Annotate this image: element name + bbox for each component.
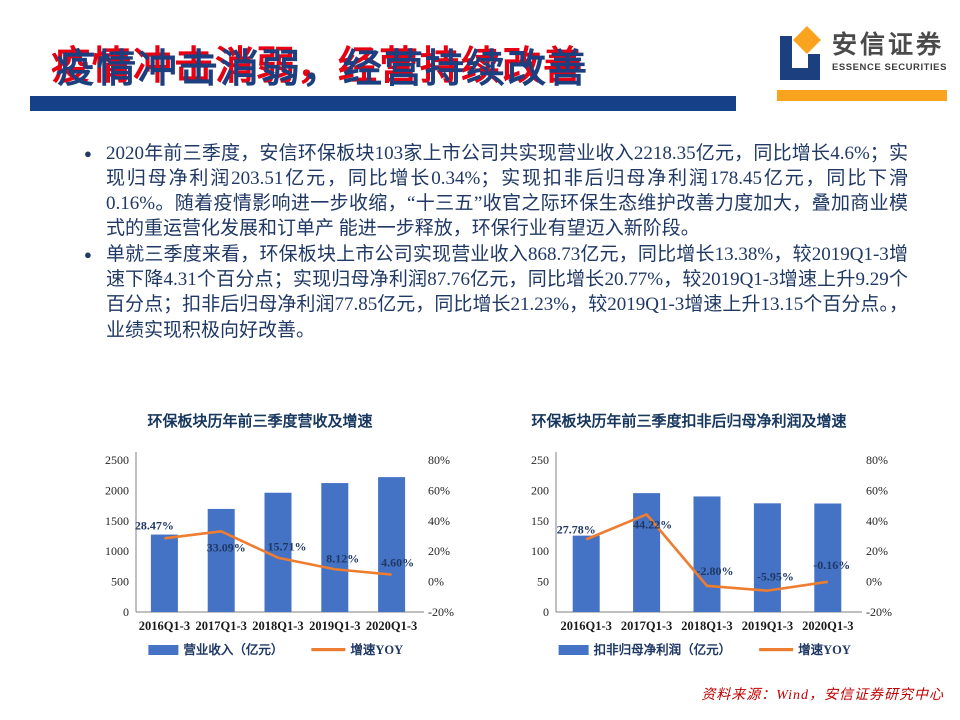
right-axis-tick: 40% — [866, 514, 888, 528]
bar-2017Q1-3 — [207, 508, 235, 612]
bullet-dot-icon: ● — [84, 247, 92, 263]
data-label: -2.80% — [697, 564, 734, 578]
growth-line — [585, 513, 828, 592]
left-axis-tick: 1500 — [105, 514, 129, 528]
data-label: 15.71% — [268, 540, 307, 554]
data-label: 33.09% — [207, 540, 246, 554]
right-axis-tick: 60% — [428, 483, 450, 497]
legend-line-label: 增速YOY — [350, 642, 403, 657]
category-label: 2020Q1-3 — [802, 619, 853, 633]
profit-chart-svg: 环保板块历年前三季度扣非后归母净利润及增速 0 50 100 150 200 250 -20%… — [531, 412, 892, 657]
legend-line-swatch — [759, 648, 794, 652]
left-axis-tick: 150 — [531, 514, 549, 528]
left-axis-tick: 50 — [537, 575, 549, 589]
revenue-chart: 环保板块历年前三季度营收及增速 0 500 1000 1500 2000 2500 -20% 0… — [72, 400, 472, 668]
left-axis-tick: 250 — [531, 453, 549, 467]
data-label: -0.16% — [813, 558, 850, 572]
left-axis-tick: 2000 — [105, 483, 129, 497]
category-label: 2019Q1-3 — [309, 619, 360, 633]
essence-securities-logo-icon — [780, 26, 821, 80]
category-label: 2017Q1-3 — [196, 619, 247, 633]
category-label: 2020Q1-3 — [366, 619, 417, 633]
bar-2018Q1-3 — [693, 496, 721, 612]
logo: 安信证券 ESSENCE SECURITIES — [774, 24, 947, 82]
right-axis-tick: -20% — [428, 605, 454, 619]
logo-text: 安信证券 ESSENCE SECURITIES — [832, 33, 947, 73]
legend-bar-label: 营业收入（亿元） — [183, 642, 283, 657]
category-label: 2017Q1-3 — [621, 619, 672, 633]
logo-underline-bar — [777, 90, 947, 101]
legend-line-label: 增速YOY — [798, 642, 851, 657]
right-axis-tick: 40% — [428, 514, 450, 528]
left-axis-tick: 500 — [111, 575, 129, 589]
right-axis-tick: 0% — [866, 575, 882, 589]
category-label: 2019Q1-3 — [742, 619, 793, 633]
data-label: 27.78% — [557, 522, 596, 536]
bullet-dot-icon: ● — [84, 146, 92, 161]
category-label: 2016Q1-3 — [561, 619, 612, 633]
data-label: 28.47% — [135, 518, 174, 532]
data-label: 4.60% — [381, 556, 414, 570]
bar-2016Q1-3 — [572, 535, 600, 612]
data-label: -5.95% — [757, 570, 794, 584]
chart-title: 环保板块历年前三季度营收及增速 — [147, 412, 372, 430]
right-axis-tick: 20% — [866, 544, 888, 558]
left-axis-tick: 2500 — [105, 453, 129, 467]
legend-bar-swatch — [148, 645, 179, 655]
source-note: 资料来源：Wind，安信证券研究中心 — [701, 688, 944, 703]
right-axis-tick: 0% — [428, 575, 444, 589]
bullet-text: 2020年前三季度，安信环保板块103家上市公司共实现营业收入2218.35亿元… — [106, 143, 908, 240]
data-label: 44.22% — [633, 517, 672, 531]
right-axis-tick: 80% — [428, 453, 450, 467]
bullet-item: ● 单就三季度来看，环保板块上市公司实现营业收入868.73亿元，同比增长13.… — [84, 242, 908, 342]
bar-2019Q1-3 — [321, 483, 349, 612]
right-axis-tick: 20% — [428, 544, 450, 558]
revenue-chart-svg: 环保板块历年前三季度营收及增速 0 500 1000 1500 2000 2500 -20% 0… — [105, 412, 454, 657]
left-axis-tick: 100 — [531, 544, 549, 558]
left-axis-tick: 0 — [123, 605, 129, 619]
category-label: 2018Q1-3 — [681, 619, 732, 633]
bar-2020Q1-3 — [378, 477, 406, 612]
chart-title: 环保板块历年前三季度扣非后归母净利润及增速 — [531, 412, 846, 430]
right-axis-tick: 60% — [866, 483, 888, 497]
data-label: 8.12% — [326, 551, 359, 565]
page-title: 疫情冲击消弱，经营持续改善 — [56, 48, 590, 91]
growth-line — [164, 530, 392, 576]
left-axis-tick: 200 — [531, 483, 549, 497]
logo-name-en: ESSENCE SECURITIES — [832, 62, 947, 74]
logo-name-cn: 安信证券 — [832, 31, 945, 60]
bar-2016Q1-3 — [150, 534, 178, 612]
left-axis-tick: 0 — [543, 605, 549, 619]
legend-bar-swatch — [558, 645, 589, 655]
bullet-item: ● 2020年前三季度，安信环保板块103家上市公司共实现营业收入2218.35… — [84, 141, 908, 241]
right-axis-tick: 80% — [866, 453, 888, 467]
profit-chart: 环保板块历年前三季度扣非后归母净利润及增速 0 50 100 150 200 250 -20%… — [492, 400, 910, 668]
bar-2019Q1-3 — [753, 503, 781, 612]
left-axis-tick: 1000 — [105, 544, 129, 558]
legend-bar-label: 扣非归母净利润（亿元） — [594, 642, 732, 657]
bar-2020Q1-3 — [814, 503, 842, 612]
right-axis-tick: -20% — [866, 605, 892, 619]
category-label: 2016Q1-3 — [139, 619, 190, 633]
bullet-text: 单就三季度来看，环保板块上市公司实现营业收入868.73亿元，同比增长13.38… — [106, 244, 908, 341]
category-label: 2018Q1-3 — [252, 619, 303, 633]
legend-line-swatch — [311, 648, 346, 652]
bar-2017Q1-3 — [633, 493, 661, 612]
summary-bullets: ● 2020年前三季度，安信环保板块103家上市公司共实现营业收入2218.35… — [84, 141, 908, 344]
title-underline-bar — [30, 96, 736, 111]
